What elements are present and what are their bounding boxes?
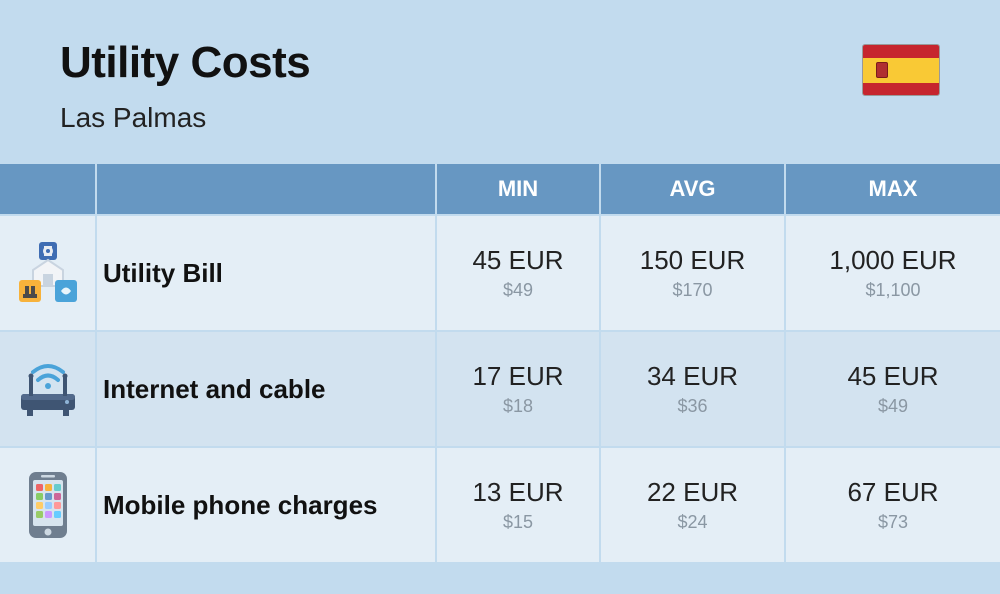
cell-min: 13 EUR $15 (436, 447, 600, 562)
table-header-row: MIN AVG MAX (0, 164, 1000, 215)
table-row: Mobile phone charges 13 EUR $15 22 EUR $… (0, 447, 1000, 562)
table-header-avg: AVG (600, 164, 785, 215)
row-label: Internet and cable (96, 331, 436, 447)
primary-value: 22 EUR (611, 477, 774, 508)
cell-min: 17 EUR $18 (436, 331, 600, 447)
flag-spain-icon (862, 44, 940, 96)
mobile-phone-icon (13, 470, 83, 540)
header-text: Utility Costs Las Palmas (60, 38, 310, 134)
primary-value: 67 EUR (796, 477, 990, 508)
cell-max: 67 EUR $73 (785, 447, 1000, 562)
cell-avg: 34 EUR $36 (600, 331, 785, 447)
table-header-max: MAX (785, 164, 1000, 215)
cell-avg: 150 EUR $170 (600, 215, 785, 331)
cell-min: 45 EUR $49 (436, 215, 600, 331)
primary-value: 13 EUR (447, 477, 589, 508)
cell-avg: 22 EUR $24 (600, 447, 785, 562)
secondary-value: $49 (447, 280, 589, 301)
primary-value: 45 EUR (796, 361, 990, 392)
secondary-value: $18 (447, 396, 589, 417)
table-header-min: MIN (436, 164, 600, 215)
utility-costs-table: MIN AVG MAX (0, 164, 1000, 562)
secondary-value: $36 (611, 396, 774, 417)
row-icon-cell (0, 447, 96, 562)
secondary-value: $1,100 (796, 280, 990, 301)
primary-value: 17 EUR (447, 361, 589, 392)
row-label: Mobile phone charges (96, 447, 436, 562)
row-icon-cell (0, 331, 96, 447)
secondary-value: $73 (796, 512, 990, 533)
row-icon-cell (0, 215, 96, 331)
secondary-value: $24 (611, 512, 774, 533)
table-header-icon (0, 164, 96, 215)
primary-value: 1,000 EUR (796, 245, 990, 276)
table-header-label (96, 164, 436, 215)
primary-value: 34 EUR (611, 361, 774, 392)
cell-max: 1,000 EUR $1,100 (785, 215, 1000, 331)
utility-bill-icon (13, 238, 83, 308)
cell-max: 45 EUR $49 (785, 331, 1000, 447)
header: Utility Costs Las Palmas (0, 0, 1000, 164)
internet-cable-icon (13, 354, 83, 424)
primary-value: 150 EUR (611, 245, 774, 276)
secondary-value: $15 (447, 512, 589, 533)
row-label: Utility Bill (96, 215, 436, 331)
primary-value: 45 EUR (447, 245, 589, 276)
secondary-value: $49 (796, 396, 990, 417)
page-title: Utility Costs (60, 38, 310, 88)
table-row: Internet and cable 17 EUR $18 34 EUR $36… (0, 331, 1000, 447)
secondary-value: $170 (611, 280, 774, 301)
table-row: Utility Bill 45 EUR $49 150 EUR $170 1,0… (0, 215, 1000, 331)
page-subtitle: Las Palmas (60, 102, 310, 134)
